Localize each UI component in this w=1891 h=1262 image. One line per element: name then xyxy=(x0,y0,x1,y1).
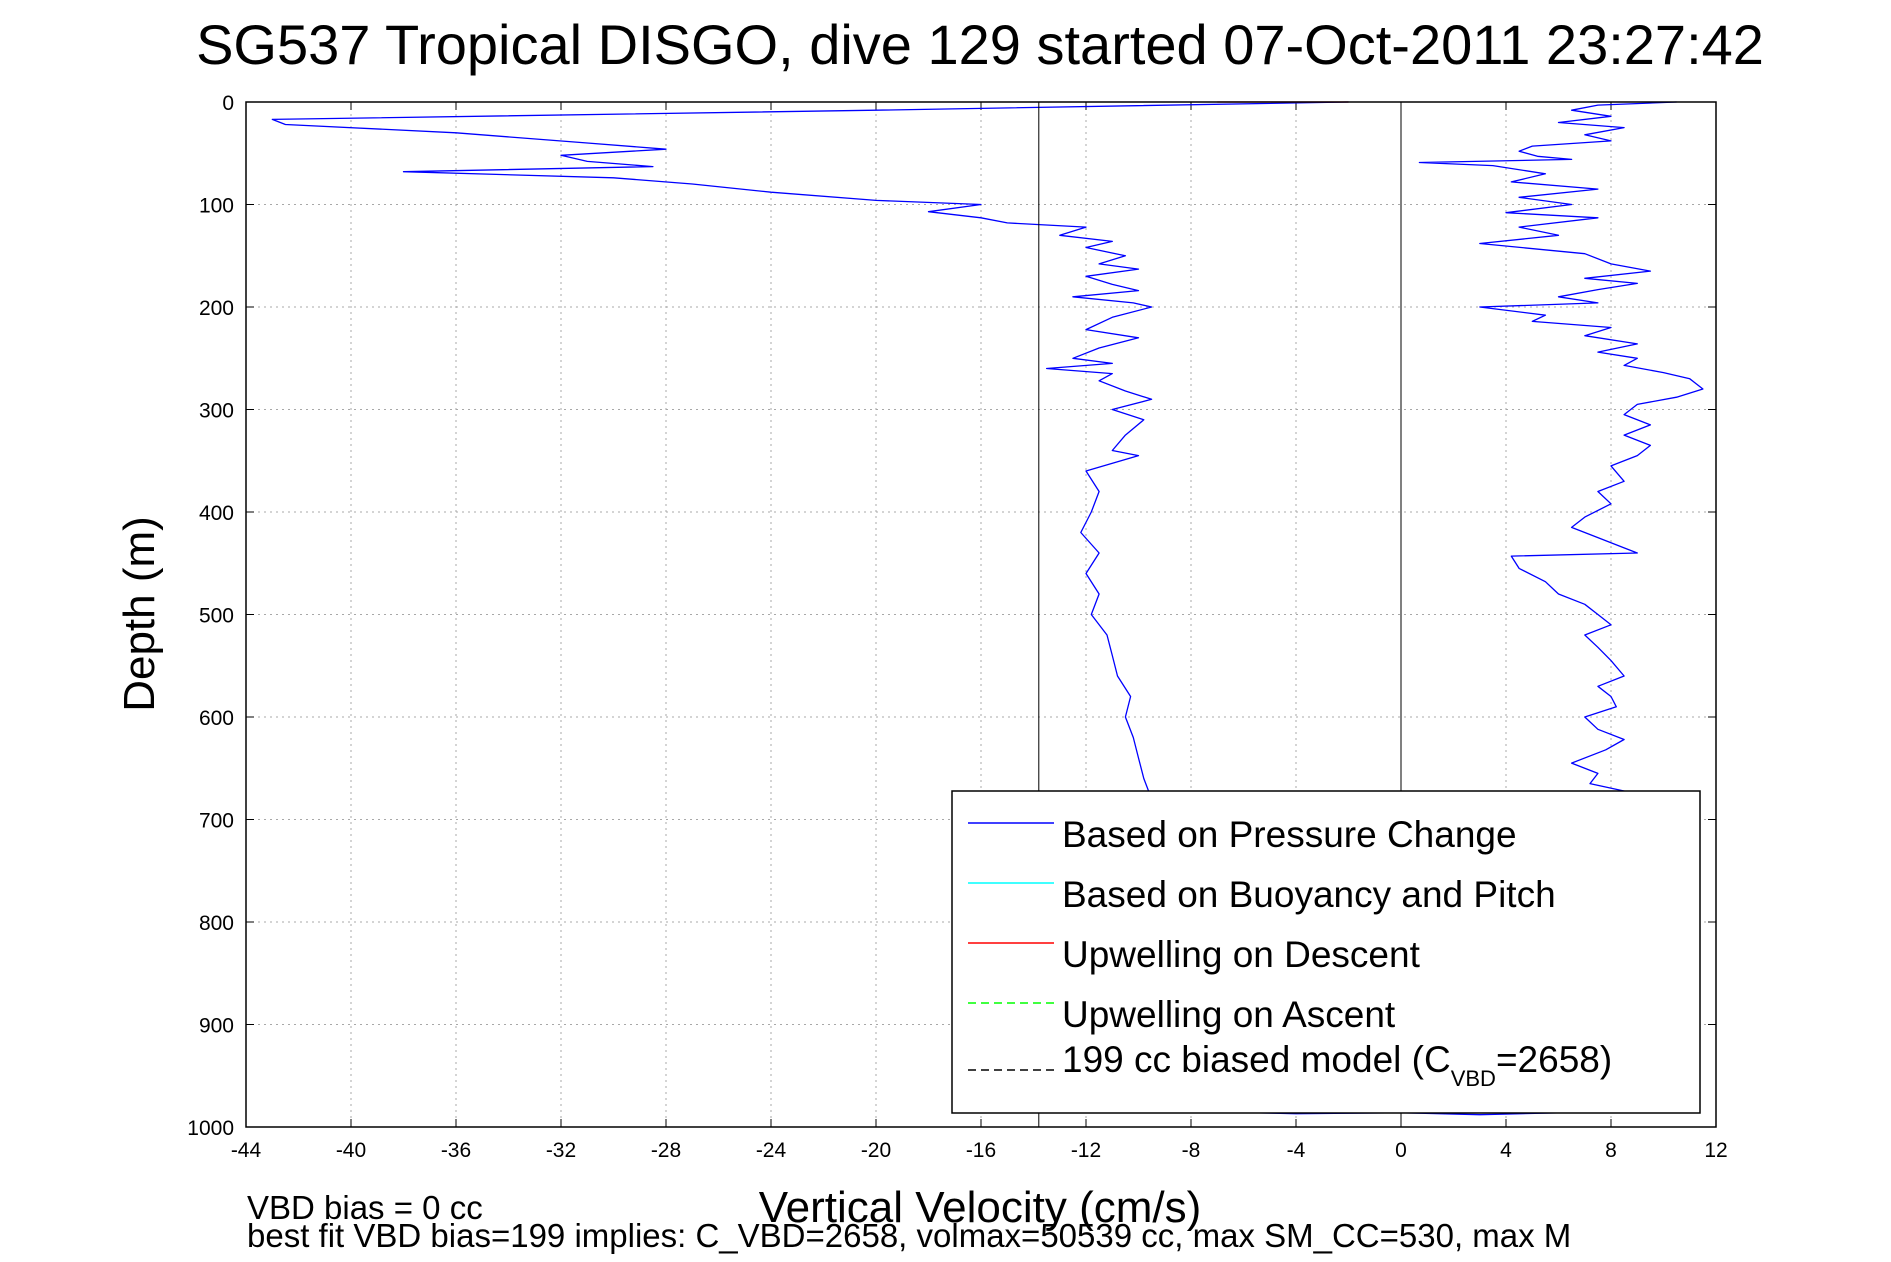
legend-label-upwelling-ascent: Upwelling on Ascent xyxy=(1062,994,1396,1035)
y-tick-label: 800 xyxy=(199,912,234,935)
y-tick-label: 0 xyxy=(222,92,234,115)
x-axis-label: Vertical Velocity (cm/s) xyxy=(759,1183,1202,1232)
y-tick-label: 200 xyxy=(199,297,234,320)
x-tick-label: -20 xyxy=(861,1139,891,1162)
legend-box xyxy=(951,790,1701,1114)
x-tick-label: -32 xyxy=(546,1139,576,1162)
y-tick-label: 600 xyxy=(199,707,234,730)
chart-title: SG537 Tropical DISGO, dive 129 started 0… xyxy=(196,13,1764,76)
x-tick-label: 4 xyxy=(1500,1139,1512,1162)
y-tick-label: 500 xyxy=(199,605,234,628)
legend-label-biased-model: 199 cc biased model (CVBD=2658) xyxy=(1062,1039,1612,1091)
y-tick-label: 300 xyxy=(199,400,234,423)
x-tick-label: 0 xyxy=(1395,1139,1407,1162)
y-tick-label: 700 xyxy=(199,810,234,833)
legend: Based on Pressure Change Based on Buoyan… xyxy=(951,790,1701,1114)
x-tick-label: -36 xyxy=(441,1139,471,1162)
y-axis-label: Depth (m) xyxy=(115,516,164,712)
x-tick-label: -4 xyxy=(1287,1139,1306,1162)
series-based-on-pressure-change-descent xyxy=(271,101,1349,800)
y-tick-labels: 0 100 200 300 400 500 600 700 800 900 1000 xyxy=(187,92,234,1140)
x-tick-label: -8 xyxy=(1182,1139,1201,1162)
x-tick-label: 12 xyxy=(1704,1139,1727,1162)
y-tick-label: 1000 xyxy=(187,1117,234,1140)
x-tick-label: -28 xyxy=(651,1139,681,1162)
legend-label-biased-sub: VBD xyxy=(1451,1066,1496,1091)
x-tick-label: -16 xyxy=(966,1139,996,1162)
x-tick-label: -40 xyxy=(336,1139,366,1162)
footer-best-fit: best fit VBD bias=199 implies: C_VBD=265… xyxy=(247,1217,1571,1254)
x-tick-label: -24 xyxy=(756,1139,787,1162)
series-based-on-pressure-change-ascent xyxy=(1418,101,1704,795)
y-tick-label: 100 xyxy=(199,195,234,218)
x-tick-label: -12 xyxy=(1071,1139,1101,1162)
legend-label-pressure: Based on Pressure Change xyxy=(1062,814,1517,855)
y-tick-label: 900 xyxy=(199,1015,234,1038)
legend-label-biased-main: 199 cc biased model (C xyxy=(1062,1039,1451,1080)
legend-label-buoyancy: Based on Buoyancy and Pitch xyxy=(1062,874,1556,915)
plot-frame xyxy=(245,101,1717,1128)
x-tick-labels: -44 -40 -36 -32 -28 -24 -20 -16 -12 -8 -4 0 4 8 12 xyxy=(231,1139,1728,1162)
legend-label-biased-end: =2658) xyxy=(1496,1039,1612,1080)
legend-label-upwelling-descent: Upwelling on Descent xyxy=(1062,934,1421,975)
x-tick-label: 8 xyxy=(1605,1139,1617,1162)
footer-vbd-bias: VBD bias = 0 cc xyxy=(247,1189,483,1226)
y-tick-label: 400 xyxy=(199,502,234,525)
x-tick-label: -44 xyxy=(231,1139,262,1162)
